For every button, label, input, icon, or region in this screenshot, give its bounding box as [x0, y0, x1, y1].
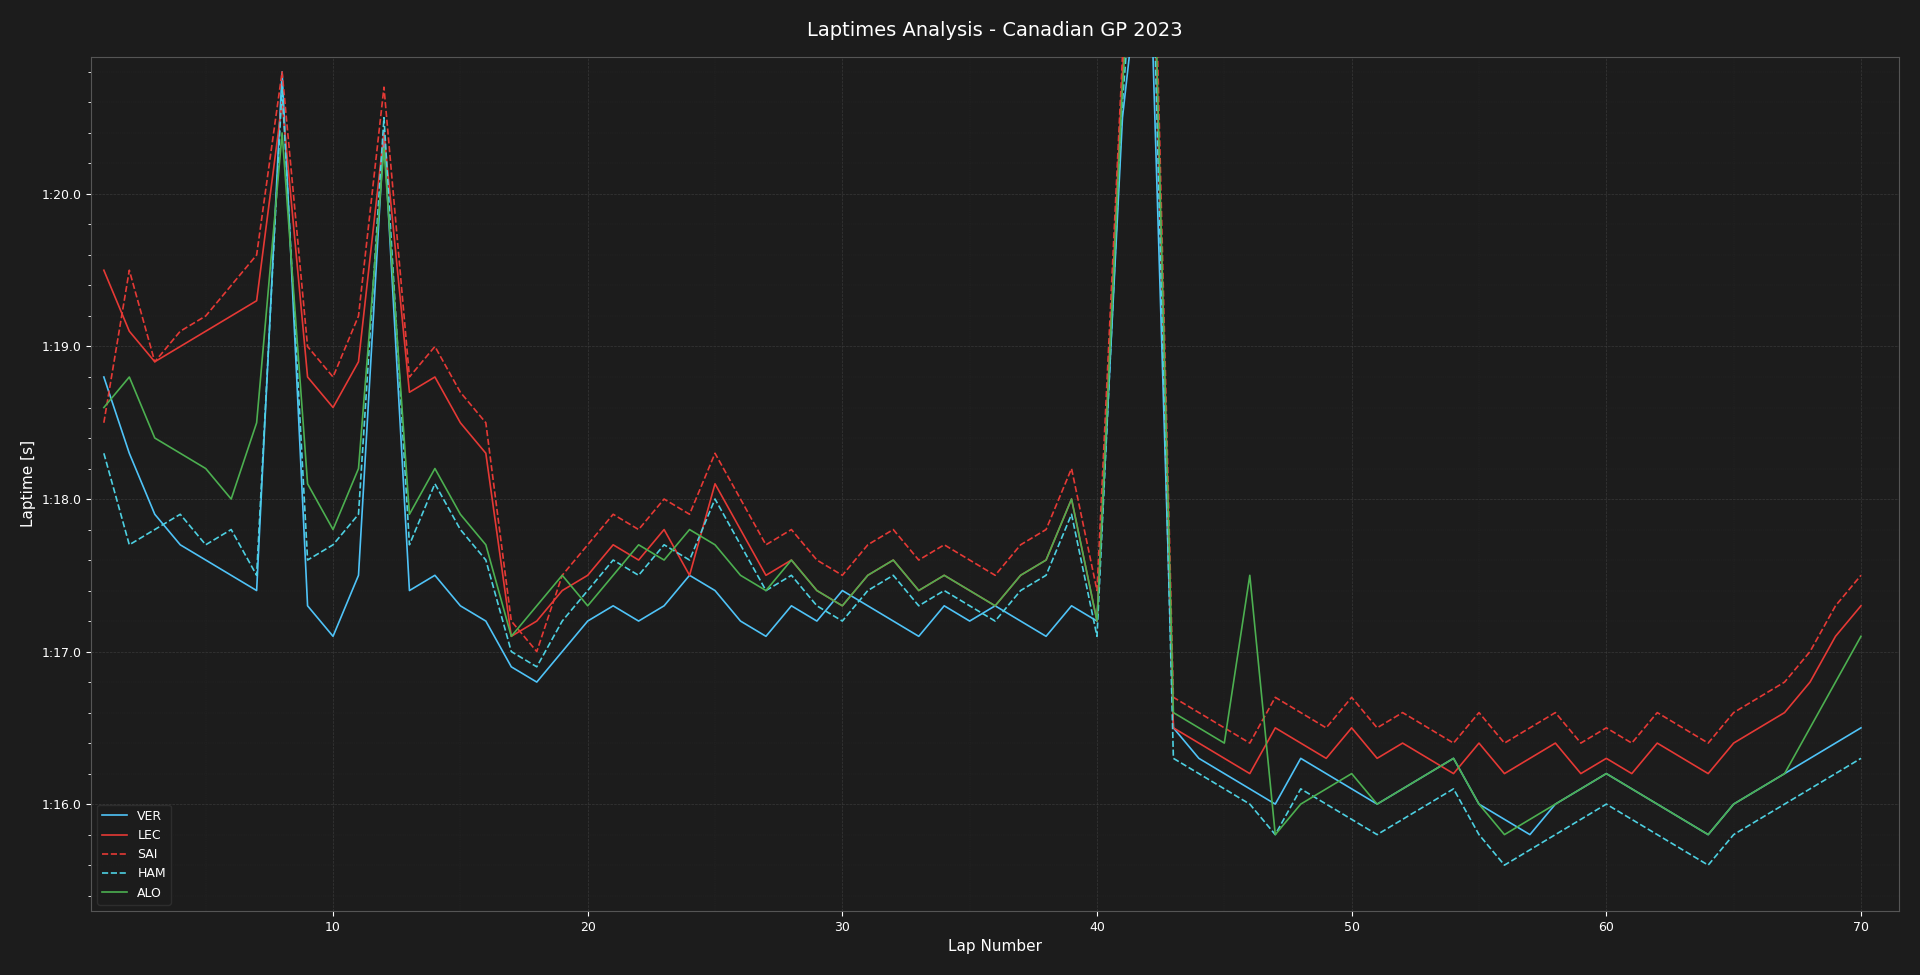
- LEC: [1060, 493, 1083, 505]
- Line: VER: VER: [104, 0, 1860, 835]
- HAM: [1494, 859, 1517, 871]
- Line: HAM: HAM: [104, 0, 1860, 865]
- SAI: [321, 371, 344, 383]
- VER: [499, 661, 522, 673]
- ALO: [1849, 631, 1872, 643]
- Title: Laptimes Analysis - Canadian GP 2023: Laptimes Analysis - Canadian GP 2023: [806, 20, 1183, 40]
- VER: [92, 371, 115, 383]
- HAM: [321, 539, 344, 551]
- SAI: [1645, 707, 1668, 719]
- ALO: [1645, 799, 1668, 810]
- Line: LEC: LEC: [104, 0, 1860, 773]
- SAI: [1060, 463, 1083, 475]
- Line: ALO: ALO: [104, 0, 1860, 835]
- ALO: [321, 524, 344, 535]
- SAI: [1849, 569, 1872, 581]
- LEC: [1238, 767, 1261, 779]
- LEC: [1645, 737, 1668, 749]
- ALO: [628, 539, 651, 551]
- ALO: [499, 631, 522, 643]
- LEC: [1849, 600, 1872, 611]
- HAM: [1060, 508, 1083, 520]
- VER: [1519, 829, 1542, 840]
- HAM: [831, 615, 854, 627]
- SAI: [628, 524, 651, 535]
- Line: SAI: SAI: [104, 0, 1860, 743]
- VER: [1645, 799, 1668, 810]
- LEC: [321, 402, 344, 413]
- VER: [1849, 722, 1872, 734]
- HAM: [1645, 829, 1668, 840]
- Legend: VER, LEC, SAI, HAM, ALO: VER, LEC, SAI, HAM, ALO: [98, 804, 171, 905]
- SAI: [499, 615, 522, 627]
- VER: [831, 585, 854, 597]
- VER: [321, 631, 344, 643]
- LEC: [499, 631, 522, 643]
- HAM: [92, 448, 115, 459]
- VER: [1060, 600, 1083, 611]
- Y-axis label: Laptime [s]: Laptime [s]: [21, 441, 36, 527]
- VER: [628, 615, 651, 627]
- SAI: [1238, 737, 1261, 749]
- ALO: [831, 600, 854, 611]
- ALO: [92, 402, 115, 413]
- X-axis label: Lap Number: Lap Number: [948, 939, 1043, 955]
- LEC: [628, 554, 651, 566]
- SAI: [831, 569, 854, 581]
- HAM: [1849, 753, 1872, 764]
- HAM: [628, 569, 651, 581]
- HAM: [499, 645, 522, 657]
- LEC: [92, 264, 115, 276]
- ALO: [1060, 493, 1083, 505]
- ALO: [1263, 829, 1286, 840]
- LEC: [831, 600, 854, 611]
- SAI: [92, 417, 115, 429]
